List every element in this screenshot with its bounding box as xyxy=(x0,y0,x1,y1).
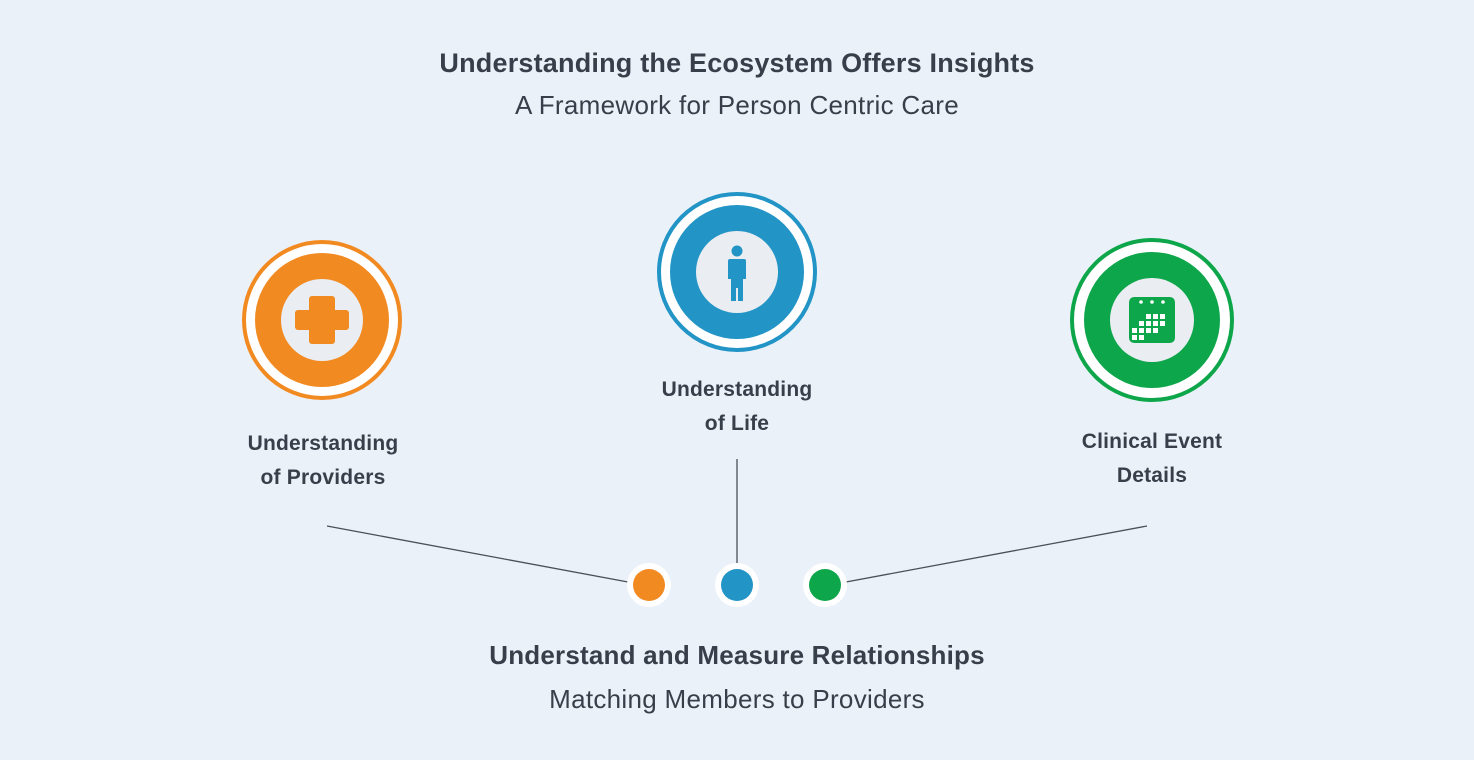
clinical-label: Clinical Event Details xyxy=(1022,425,1282,493)
life-label-line2: of Life xyxy=(704,412,770,435)
dot-clinical xyxy=(803,563,847,607)
providers-label-line1: Understanding xyxy=(247,432,399,455)
life-circle xyxy=(657,192,817,352)
calendar-icon xyxy=(1129,297,1175,343)
providers-circle xyxy=(242,240,402,400)
providers-label: Understanding of Providers xyxy=(193,427,453,495)
providers-label-line2: of Providers xyxy=(260,466,386,489)
dot-life xyxy=(715,563,759,607)
connector-line-providers xyxy=(326,525,629,583)
connector-line-clinical xyxy=(845,525,1148,583)
person-icon xyxy=(728,245,746,301)
life-label: Understanding of Life xyxy=(607,373,867,441)
relationships-subtitle: Matching Members to Providers xyxy=(549,684,925,714)
diagram-title: Understanding the Ecosystem Offers Insig… xyxy=(439,48,1035,78)
dot-providers xyxy=(627,563,671,607)
relationships-title: Understand and Measure Relationships xyxy=(489,640,985,670)
medical-cross-icon xyxy=(295,296,349,344)
diagram-subtitle: A Framework for Person Centric Care xyxy=(515,90,959,120)
clinical-circle xyxy=(1070,238,1234,402)
life-label-line1: Understanding xyxy=(661,378,813,401)
clinical-label-line2: Details xyxy=(1116,464,1188,487)
clinical-label-line1: Clinical Event xyxy=(1081,430,1223,453)
